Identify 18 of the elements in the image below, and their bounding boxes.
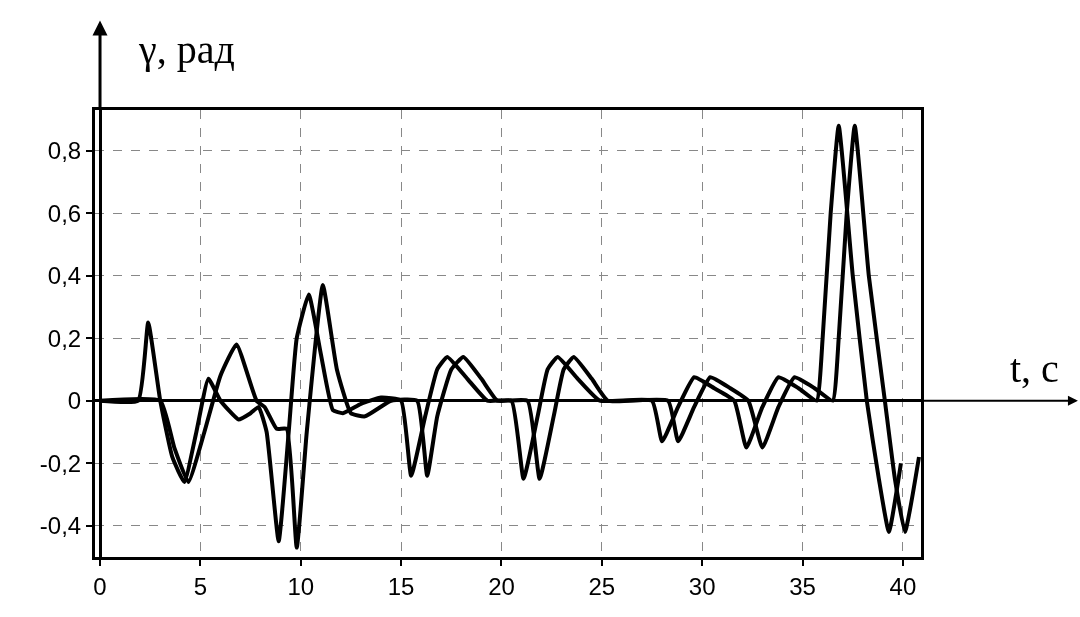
x-tick-label: 10: [287, 572, 315, 600]
x-tick-label: 0: [93, 572, 107, 600]
y-tick-label: 0: [67, 387, 82, 415]
y-tick-label: 0,4: [47, 262, 82, 290]
x-tick-label: 40: [889, 572, 917, 600]
x-tick-label: 35: [789, 572, 816, 600]
y-tick-label: -0,2: [39, 449, 82, 477]
y-tick-label: 0,2: [47, 324, 82, 352]
x-tick-label: 20: [488, 572, 515, 600]
x-tick-label: 15: [387, 572, 415, 600]
y-axis-title: γ, рад: [138, 27, 235, 72]
x-tick-label: 30: [688, 572, 716, 600]
x-tick-label: 5: [193, 572, 208, 600]
y-tick-label: 0,6: [47, 199, 82, 227]
y-tick-label: 0,8: [47, 137, 82, 165]
x-tick-label: 25: [588, 572, 616, 600]
y-tick-label: -0,4: [39, 512, 82, 540]
x-axis-title: t, с: [1010, 346, 1059, 391]
